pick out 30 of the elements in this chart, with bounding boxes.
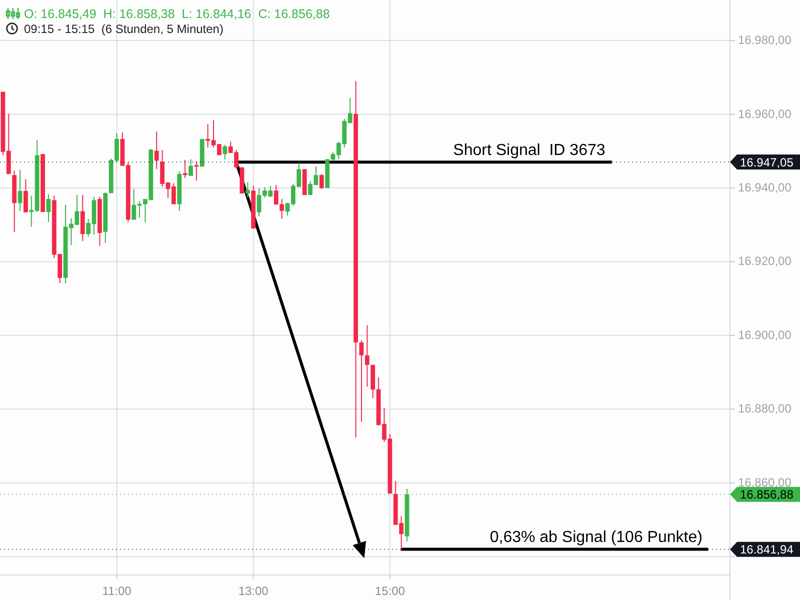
candlestick [319, 173, 324, 190]
y-tick-label: 16.900,00 [738, 328, 792, 342]
candlestick [154, 131, 159, 170]
text: O: 16.845,49 H: 16.858,38 L: 16.844,16 C: 16.856,88 [24, 7, 330, 21]
annotation: 0,63% ab Signal (106 Punkte) [490, 529, 702, 546]
candlestick [222, 144, 228, 160]
ref-line-label: 16.856,88 [740, 488, 794, 502]
candlestick [182, 159, 188, 179]
y-tick-label: 16.880,00 [738, 402, 792, 416]
y-tick-label: 16.960,00 [738, 106, 792, 121]
y-tick-label: 16.860,00 [738, 475, 792, 490]
candlestick [188, 158, 193, 176]
ref-line-label: 16.947,05 [740, 155, 794, 170]
candlestick [18, 169, 22, 212]
y-tick-label: 16.940,00 [738, 180, 792, 194]
x-tick-label: 11:00 [102, 584, 132, 598]
annotation: Short Signal ID 3673 [453, 142, 606, 160]
ref-line-label: 16.841,94 [740, 542, 794, 557]
y-tick-label: 16.920,00 [738, 254, 792, 268]
candlestick [245, 182, 250, 198]
candlestick [46, 194, 51, 222]
candlestick [359, 340, 364, 422]
x-tick-label: 15:00 [374, 584, 406, 598]
candlestick [194, 160, 199, 182]
candlestick [364, 324, 370, 388]
candlestick [80, 194, 85, 242]
y-tick-label: 16.980,00 [738, 33, 792, 48]
text: 09:15 - 15:15 (6 Stunden, 5 Minuten) [24, 22, 224, 36]
x-tick-label: 13:00 [238, 584, 269, 598]
candlestick [24, 178, 28, 213]
